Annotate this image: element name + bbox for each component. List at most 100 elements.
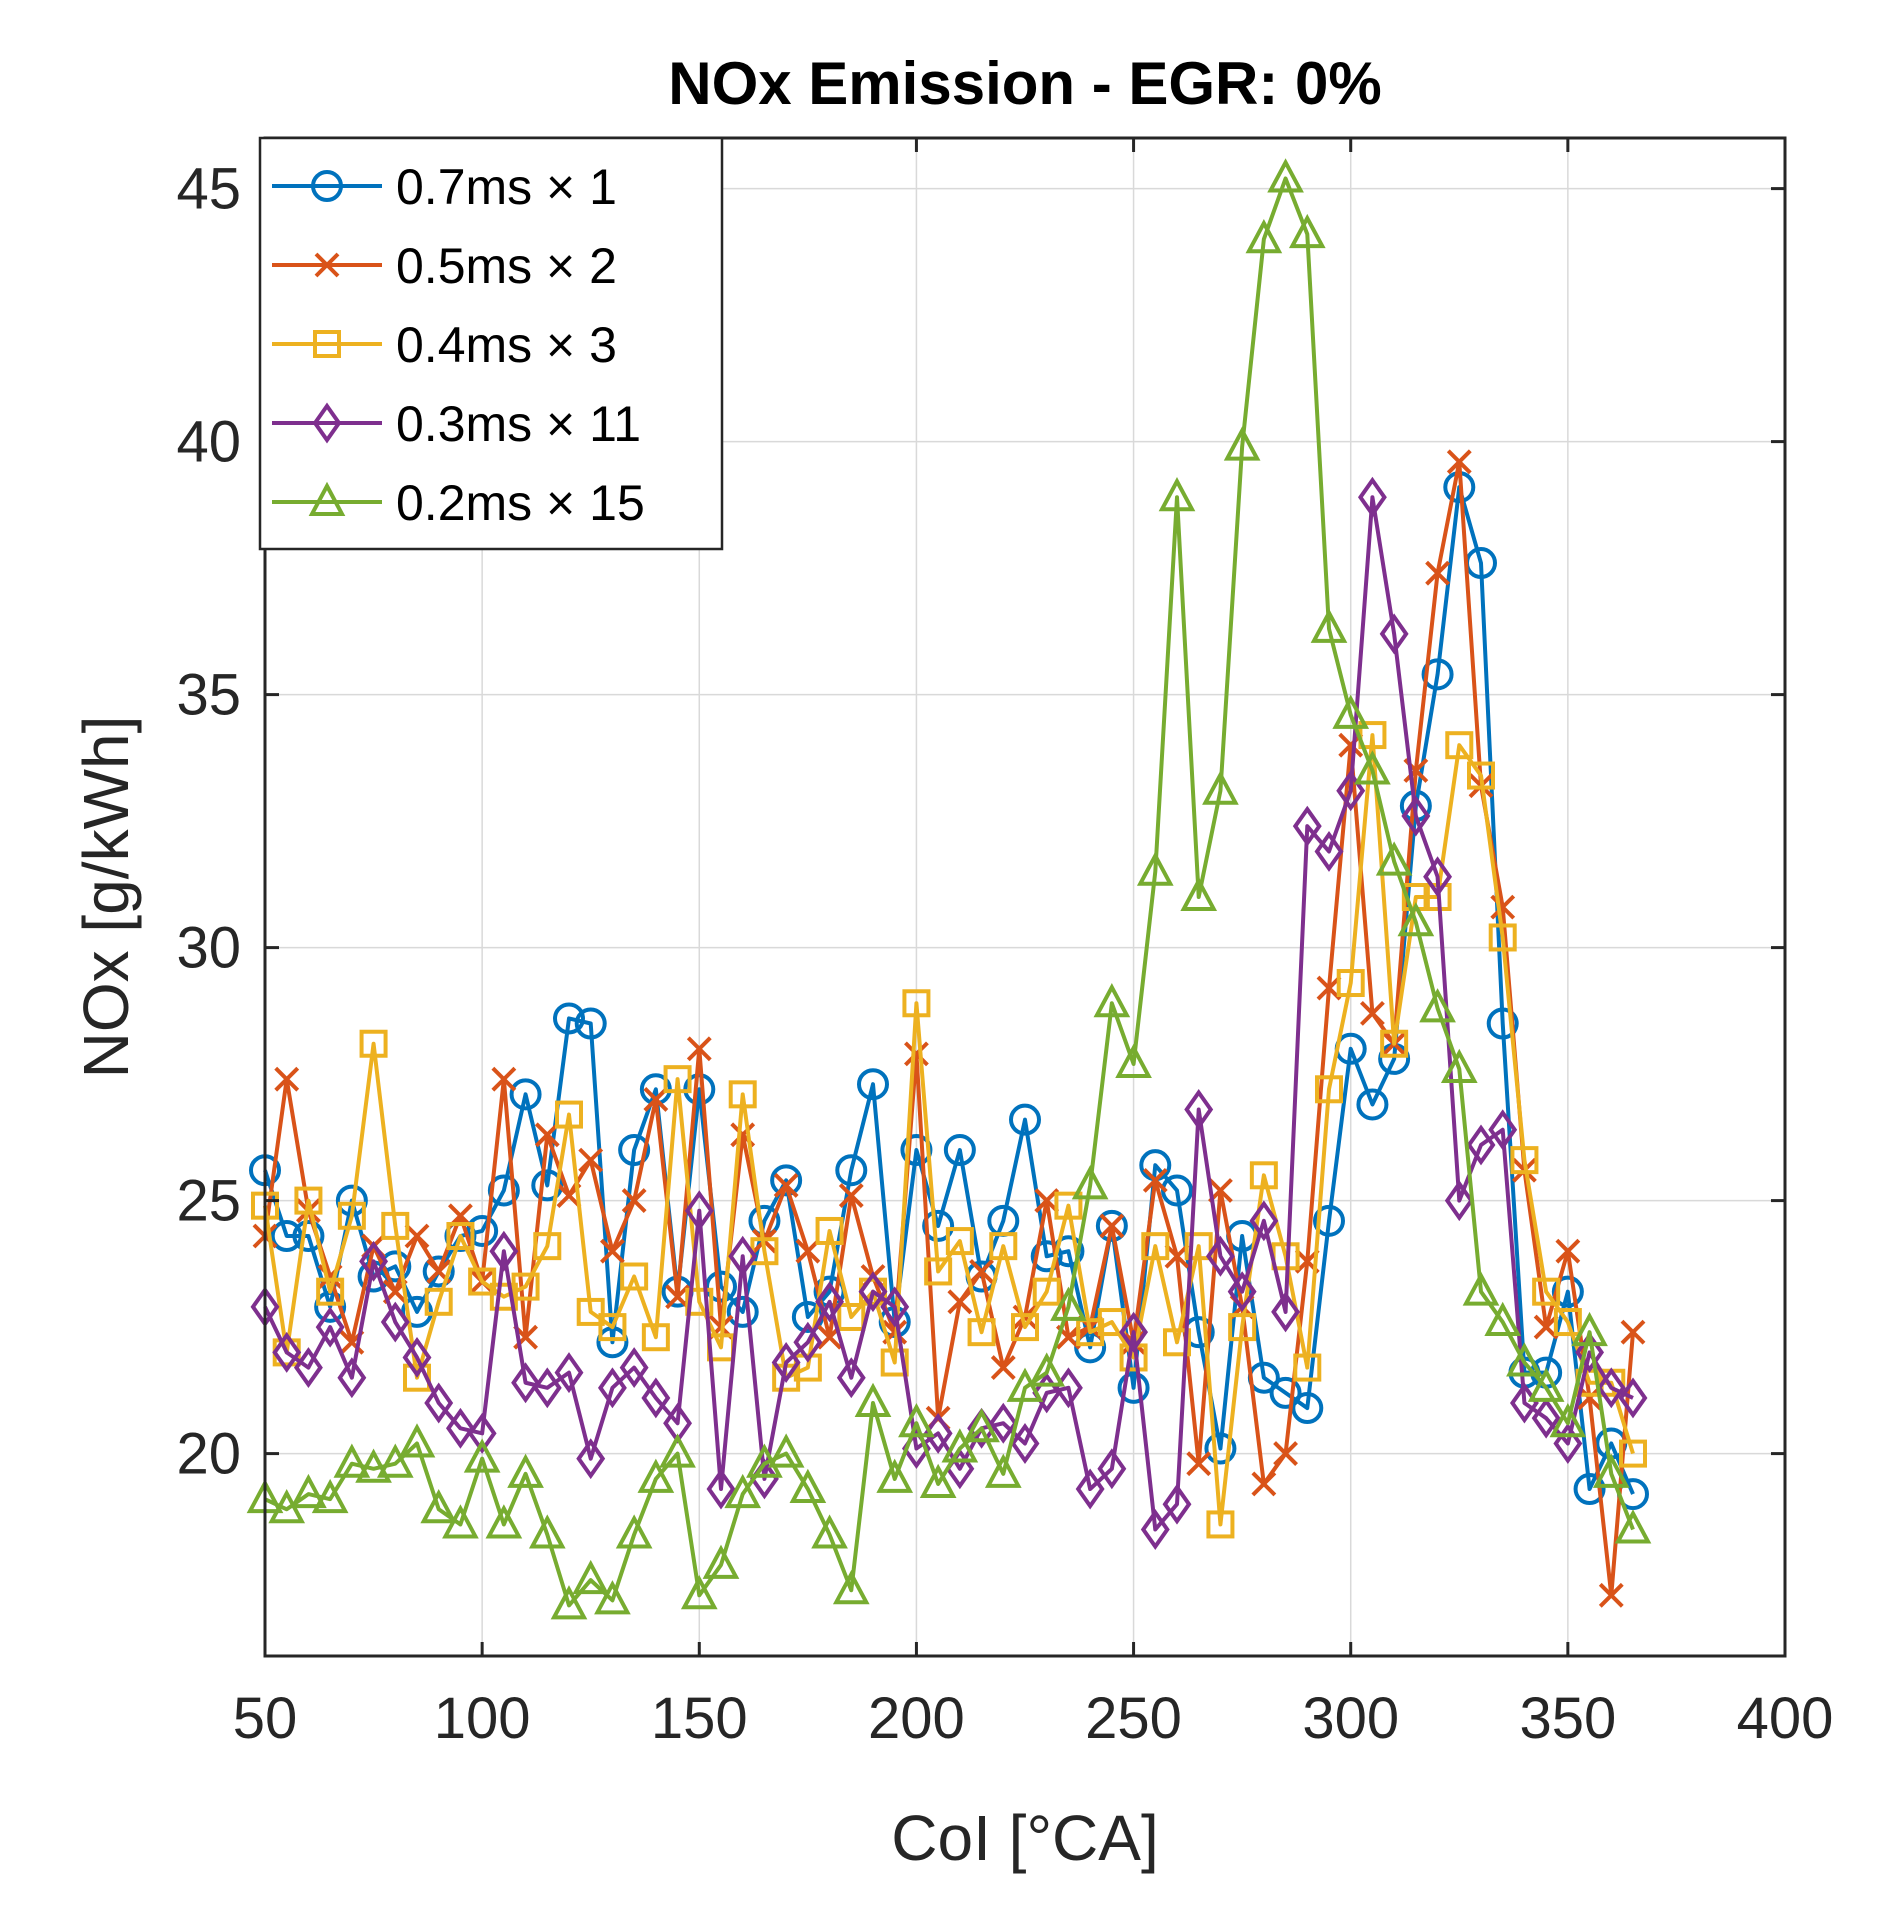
data-point-0 xyxy=(900,1134,933,1166)
data-point-4 xyxy=(550,1585,588,1620)
x-tick-label: 150 xyxy=(651,1686,748,1751)
data-point-0 xyxy=(1313,1204,1345,1237)
data-point-1 xyxy=(990,1355,1016,1380)
data-point-1 xyxy=(1598,1582,1624,1608)
data-point-3 xyxy=(1423,856,1453,898)
chart-title: NOx Emission - EGR: 0% xyxy=(668,50,1382,117)
data-point-2 xyxy=(424,1287,453,1316)
data-point-1 xyxy=(1142,1167,1168,1193)
data-point-4 xyxy=(637,1458,675,1493)
data-point-2 xyxy=(1011,1313,1039,1342)
data-point-4 xyxy=(1614,1509,1652,1544)
data-point-4 xyxy=(355,1448,392,1483)
data-point-0 xyxy=(922,1209,955,1242)
legend: 0.7ms × 1 0.5ms × 2 0.4ms × 3 0.3ms × 11 0.2… xyxy=(258,136,724,551)
data-point-4 xyxy=(1397,902,1435,937)
data-point-0 xyxy=(1095,1209,1128,1242)
data-point-3 xyxy=(1010,1423,1040,1464)
data-point-4 xyxy=(789,1468,827,1504)
data-point-4 xyxy=(1354,750,1391,785)
data-point-2 xyxy=(620,1262,649,1291)
y-tick-label: 25 xyxy=(176,1169,241,1234)
data-point-3 xyxy=(1531,1397,1561,1439)
data-point-1 xyxy=(838,1183,864,1208)
data-point-3 xyxy=(1488,1109,1518,1151)
data-point-4 xyxy=(507,1453,544,1488)
data-point-3 xyxy=(1444,1180,1474,1222)
data-point-1 xyxy=(1620,1319,1646,1345)
data-point-1 xyxy=(1164,1243,1190,1269)
legend-label: 0.4ms × 3 xyxy=(396,317,617,373)
data-point-1-stroke xyxy=(1598,1582,1624,1608)
data-point-3 xyxy=(1575,1331,1605,1373)
data-point-1 xyxy=(491,1066,517,1092)
data-point-3 xyxy=(380,1301,410,1343)
series-2 xyxy=(251,721,1647,1539)
data-point-2 xyxy=(902,989,931,1018)
data-point-4 xyxy=(376,1443,414,1478)
data-point-3 xyxy=(1075,1468,1105,1510)
data-point-3 xyxy=(988,1402,1018,1444)
data-point-4 xyxy=(1050,1286,1087,1321)
data-point-3 xyxy=(641,1377,671,1419)
data-point-0 xyxy=(292,1220,325,1253)
legend-swatch-marker-stroke xyxy=(314,252,340,278)
data-point-2 xyxy=(1141,1232,1170,1261)
data-point-0 xyxy=(487,1174,520,1207)
data-point-1-stroke xyxy=(1056,1324,1081,1350)
x-tick-label: 400 xyxy=(1737,1686,1834,1751)
data-point-1 xyxy=(1490,894,1516,920)
data-point-1 xyxy=(947,1289,973,1315)
data-point-3 xyxy=(1119,1311,1149,1353)
data-point-0 xyxy=(1030,1240,1063,1273)
data-point-3 xyxy=(445,1407,475,1449)
data-point-0 xyxy=(726,1295,759,1328)
legend-label: 0.2ms × 15 xyxy=(396,475,645,531)
data-point-0 xyxy=(466,1214,499,1247)
data-point-1 xyxy=(1251,1471,1277,1497)
data-point-1 xyxy=(1555,1238,1581,1264)
data-point-2 xyxy=(945,1227,974,1256)
data-point-2 xyxy=(1206,1510,1235,1539)
data-point-1 xyxy=(1533,1314,1559,1340)
data-point-3 xyxy=(1271,1291,1301,1333)
data-point-0 xyxy=(509,1078,542,1111)
data-point-2 xyxy=(576,1297,605,1326)
data-point-2 xyxy=(294,1186,323,1215)
data-point-2 xyxy=(641,1323,670,1352)
data-point-1 xyxy=(1034,1188,1060,1214)
x-tick-label: 350 xyxy=(1519,1686,1616,1751)
data-point-1-stroke xyxy=(1273,1441,1298,1467)
data-point-4 xyxy=(1267,158,1304,193)
data-point-0 xyxy=(857,1068,889,1101)
data-point-1 xyxy=(621,1188,647,1214)
data-point-1-stroke xyxy=(578,1147,604,1173)
data-point-1 xyxy=(274,1066,300,1092)
data-point-2 xyxy=(1488,923,1517,952)
data-point-2 xyxy=(1553,1308,1582,1337)
data-point-3 xyxy=(771,1342,801,1383)
data-point-3 xyxy=(1205,1235,1235,1277)
data-point-1-stroke xyxy=(1360,1000,1385,1026)
data-point-3 xyxy=(706,1468,736,1510)
data-point-2 xyxy=(359,1029,388,1058)
data-point-2 xyxy=(1510,1146,1539,1175)
data-point-0 xyxy=(835,1154,868,1187)
data-point-1-stroke xyxy=(1142,1167,1168,1193)
data-point-2 xyxy=(1445,731,1474,760)
data-point-2 xyxy=(1097,1308,1126,1337)
data-point-4 xyxy=(832,1569,870,1605)
data-point-2 xyxy=(403,1363,431,1392)
data-point-0 xyxy=(770,1164,803,1197)
legend-label: 0.5ms × 2 xyxy=(396,238,617,294)
data-point-1-stroke xyxy=(838,1183,864,1208)
data-point-2 xyxy=(511,1272,540,1301)
data-point-0 xyxy=(1117,1371,1150,1404)
data-point-1 xyxy=(404,1223,430,1249)
data-point-3 xyxy=(1618,1377,1648,1419)
data-point-3 xyxy=(467,1412,497,1454)
data-point-2 xyxy=(967,1318,996,1347)
data-point-1 xyxy=(904,1041,929,1067)
data-point-1 xyxy=(643,1086,669,1112)
data-point-4 xyxy=(1223,426,1261,461)
